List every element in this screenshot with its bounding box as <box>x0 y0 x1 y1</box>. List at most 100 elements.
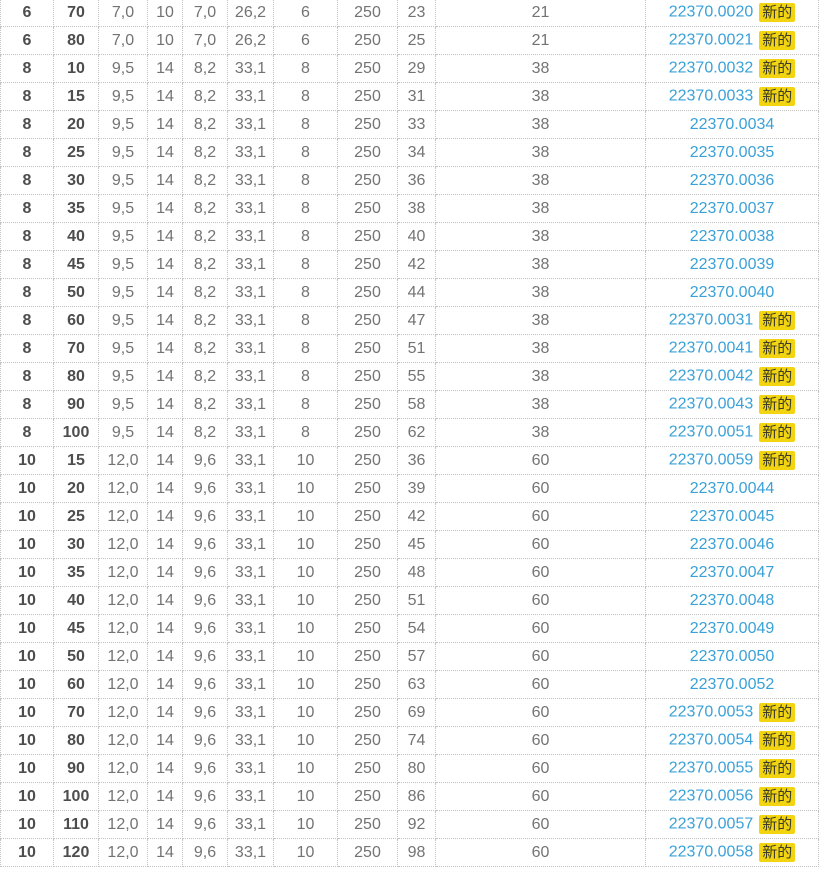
value-cell: 8,2 <box>182 418 228 447</box>
value-cell: 10 <box>273 726 338 755</box>
value-cell: 38 <box>435 194 646 223</box>
part-number-link[interactable]: 22370.0058 <box>668 843 754 861</box>
part-number-link[interactable]: 22370.0045 <box>689 507 775 525</box>
value-cell: 80 <box>53 362 99 391</box>
new-badge: 新的 <box>759 731 796 750</box>
value-cell: 10 <box>0 502 54 531</box>
part-number-link[interactable]: 22370.0047 <box>689 563 775 581</box>
value-cell: 33,1 <box>227 558 274 587</box>
value-cell: 100 <box>53 782 99 811</box>
value-cell: 10 <box>0 614 54 643</box>
value-cell: 12,0 <box>98 838 148 867</box>
value-cell: 8 <box>0 250 54 279</box>
value-cell: 9,5 <box>98 306 148 335</box>
part-number-link[interactable]: 22370.0053 <box>668 703 754 721</box>
value-cell: 58 <box>397 390 436 419</box>
value-cell: 45 <box>53 614 99 643</box>
table-row: 8 45 9,5 14 8,2 33,1 8 250 42 38 22370.0039 <box>0 250 819 279</box>
part-number-link[interactable]: 22370.0036 <box>689 171 775 189</box>
part-number-link[interactable]: 22370.0037 <box>689 199 775 217</box>
value-cell: 14 <box>147 670 183 699</box>
part-number-cell: 22370.0048 <box>645 586 819 615</box>
value-cell: 8 <box>0 138 54 167</box>
value-cell: 250 <box>337 642 398 671</box>
value-cell: 14 <box>147 838 183 867</box>
value-cell: 8,2 <box>182 362 228 391</box>
value-cell: 38 <box>435 306 646 335</box>
part-number-link[interactable]: 22370.0055 <box>668 759 754 777</box>
part-number-link[interactable]: 22370.0048 <box>689 591 775 609</box>
value-cell: 60 <box>435 586 646 615</box>
value-cell: 33,1 <box>227 614 274 643</box>
table-row: 10 40 12,0 14 9,6 33,1 10 250 51 60 22370.0048 <box>0 586 819 615</box>
value-cell: 250 <box>337 474 398 503</box>
value-cell: 250 <box>337 390 398 419</box>
part-number-link[interactable]: 22370.0051 <box>668 423 754 441</box>
part-number-link[interactable]: 22370.0049 <box>689 619 775 637</box>
value-cell: 7,0 <box>182 0 228 27</box>
value-cell: 250 <box>337 26 398 55</box>
part-number-link[interactable]: 22370.0041 <box>668 339 754 357</box>
value-cell: 6 <box>273 0 338 27</box>
table-row: 8 40 9,5 14 8,2 33,1 8 250 40 38 22370.0038 <box>0 222 819 251</box>
part-number-link[interactable]: 22370.0044 <box>689 479 775 497</box>
new-badge: 新的 <box>759 367 796 386</box>
part-number-link[interactable]: 22370.0020 <box>668 3 754 21</box>
value-cell: 250 <box>337 110 398 139</box>
value-cell: 60 <box>435 726 646 755</box>
value-cell: 6 <box>273 26 338 55</box>
table-row: 10 20 12,0 14 9,6 33,1 10 250 39 60 22370.0044 <box>0 474 819 503</box>
part-number-cell: 22370.0057 新的 <box>645 810 819 839</box>
value-cell: 14 <box>147 586 183 615</box>
value-cell: 92 <box>397 810 436 839</box>
value-cell: 33,1 <box>227 222 274 251</box>
value-cell: 9,6 <box>182 726 228 755</box>
value-cell: 250 <box>337 166 398 195</box>
part-number-link[interactable]: 22370.0031 <box>668 311 754 329</box>
part-number-link[interactable]: 22370.0033 <box>668 87 754 105</box>
table-row: 8 100 9,5 14 8,2 33,1 8 250 62 38 22370.0051 新的 <box>0 418 819 447</box>
value-cell: 60 <box>435 670 646 699</box>
part-number-link[interactable]: 22370.0056 <box>668 787 754 805</box>
value-cell: 9,5 <box>98 390 148 419</box>
value-cell: 10 <box>0 726 54 755</box>
value-cell: 55 <box>397 362 436 391</box>
part-number-link[interactable]: 22370.0039 <box>689 255 775 273</box>
part-number-link[interactable]: 22370.0032 <box>668 59 754 77</box>
value-cell: 9,6 <box>182 670 228 699</box>
value-cell: 250 <box>337 698 398 727</box>
part-number-link[interactable]: 22370.0038 <box>689 227 775 245</box>
part-number-link[interactable]: 22370.0035 <box>689 143 775 161</box>
value-cell: 33,1 <box>227 166 274 195</box>
part-number-link[interactable]: 22370.0040 <box>689 283 775 301</box>
value-cell: 14 <box>147 166 183 195</box>
part-number-cell: 22370.0033 新的 <box>645 82 819 111</box>
part-number-link[interactable]: 22370.0054 <box>668 731 754 749</box>
table-row: 8 35 9,5 14 8,2 33,1 8 250 38 38 22370.0037 <box>0 194 819 223</box>
value-cell: 9,6 <box>182 698 228 727</box>
part-number-cell: 22370.0032 新的 <box>645 54 819 83</box>
new-badge: 新的 <box>759 843 796 862</box>
part-number-link[interactable]: 22370.0043 <box>668 395 754 413</box>
part-number-link[interactable]: 22370.0034 <box>689 115 775 133</box>
value-cell: 14 <box>147 530 183 559</box>
value-cell: 14 <box>147 642 183 671</box>
value-cell: 12,0 <box>98 642 148 671</box>
table-row: 8 25 9,5 14 8,2 33,1 8 250 34 38 22370.0035 <box>0 138 819 167</box>
part-number-link[interactable]: 22370.0050 <box>689 647 775 665</box>
value-cell: 60 <box>435 698 646 727</box>
part-number-link[interactable]: 22370.0046 <box>689 535 775 553</box>
part-number-cell: 22370.0037 <box>645 194 819 223</box>
part-number-link[interactable]: 22370.0057 <box>668 815 754 833</box>
part-number-link[interactable]: 22370.0059 <box>668 451 754 469</box>
part-number-link[interactable]: 22370.0052 <box>689 675 775 693</box>
part-number-link[interactable]: 22370.0042 <box>668 367 754 385</box>
value-cell: 60 <box>435 530 646 559</box>
part-number-link[interactable]: 22370.0021 <box>668 31 754 49</box>
table-row: 10 25 12,0 14 9,6 33,1 10 250 42 60 22370.0045 <box>0 502 819 531</box>
value-cell: 33,1 <box>227 334 274 363</box>
value-cell: 14 <box>147 614 183 643</box>
value-cell: 8 <box>273 390 338 419</box>
value-cell: 8,2 <box>182 194 228 223</box>
